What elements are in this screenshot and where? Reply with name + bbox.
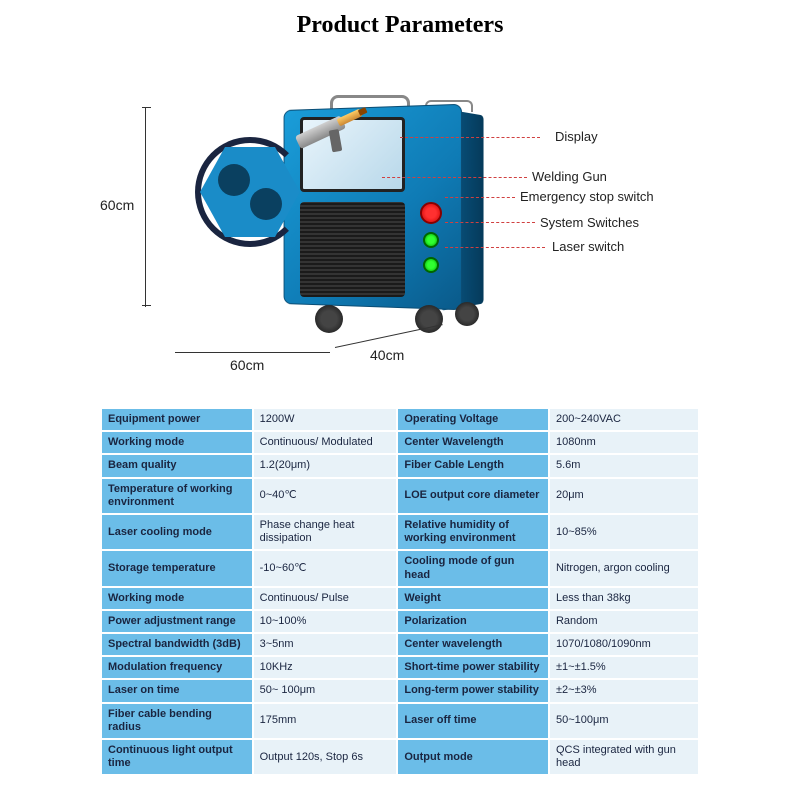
param-label: Temperature of working environment (101, 478, 253, 514)
param-label: Relative humidity of working environment (397, 514, 549, 550)
param-label: Modulation frequency (101, 656, 253, 679)
param-value: 1.2(20μm) (253, 454, 398, 477)
callout-welding-gun: Welding Gun (532, 169, 607, 184)
callout-laser-switch: Laser switch (552, 239, 624, 254)
table-row: Laser on time50~ 100μmLong-term power st… (101, 679, 699, 702)
callout-line (445, 197, 515, 198)
param-label: Operating Voltage (397, 408, 549, 431)
param-label: Center wavelength (397, 633, 549, 656)
param-value: QCS integrated with gun head (549, 739, 699, 775)
param-value: 5.6m (549, 454, 699, 477)
param-label: Long-term power stability (397, 679, 549, 702)
param-label: Laser on time (101, 679, 253, 702)
param-label: Equipment power (101, 408, 253, 431)
param-label: Cooling mode of gun head (397, 550, 549, 586)
table-row: Working modeContinuous/ PulseWeightLess … (101, 587, 699, 610)
product-diagram: 60cm 60cm 40cm Display Welding Gun Emerg… (0, 47, 800, 407)
param-value: Phase change heat dissipation (253, 514, 398, 550)
param-label: Polarization (397, 610, 549, 633)
param-label: Storage temperature (101, 550, 253, 586)
table-row: Storage temperature-10~60℃Cooling mode o… (101, 550, 699, 586)
emergency-stop-button (420, 202, 442, 224)
table-row: Power adjustment range10~100%Polarizatio… (101, 610, 699, 633)
vent-grille (300, 202, 405, 297)
param-label: Weight (397, 587, 549, 610)
param-label: Output mode (397, 739, 549, 775)
param-label: Continuous light output time (101, 739, 253, 775)
param-label: Working mode (101, 587, 253, 610)
param-value: ±1~±1.5% (549, 656, 699, 679)
system-switch-button (423, 232, 439, 248)
wheel (315, 305, 343, 333)
param-value: Random (549, 610, 699, 633)
param-label: Working mode (101, 431, 253, 454)
table-row: Beam quality1.2(20μm)Fiber Cable Length5… (101, 454, 699, 477)
dimension-height-line (145, 107, 146, 307)
table-row: Working modeContinuous/ ModulatedCenter … (101, 431, 699, 454)
table-row: Modulation frequency10KHzShort-time powe… (101, 656, 699, 679)
callout-system-switches: System Switches (540, 215, 639, 230)
dimension-height: 60cm (100, 197, 134, 213)
param-label: Laser cooling mode (101, 514, 253, 550)
dimension-width: 60cm (230, 357, 264, 373)
table-row: Laser cooling modePhase change heat diss… (101, 514, 699, 550)
callout-display: Display (555, 129, 598, 144)
param-value: -10~60℃ (253, 550, 398, 586)
param-value: 10~100% (253, 610, 398, 633)
param-value: 50~100μm (549, 703, 699, 739)
parameters-table: Equipment power1200WOperating Voltage200… (100, 407, 700, 776)
param-value: Nitrogen, argon cooling (549, 550, 699, 586)
param-value: Output 120s, Stop 6s (253, 739, 398, 775)
laser-switch-button (423, 257, 439, 273)
param-label: Fiber Cable Length (397, 454, 549, 477)
table-row: Equipment power1200WOperating Voltage200… (101, 408, 699, 431)
param-label: Laser off time (397, 703, 549, 739)
dimension-depth: 40cm (370, 347, 404, 363)
param-label: Center Wavelength (397, 431, 549, 454)
table-row: Fiber cable bending radius175mmLaser off… (101, 703, 699, 739)
param-value: 10KHz (253, 656, 398, 679)
machine-illustration (180, 87, 490, 347)
param-label: LOE output core diameter (397, 478, 549, 514)
param-label: Short-time power stability (397, 656, 549, 679)
param-value: 175mm (253, 703, 398, 739)
callout-line (382, 177, 527, 178)
callout-line (445, 222, 535, 223)
table-row: Continuous light output timeOutput 120s,… (101, 739, 699, 775)
page-title: Product Parameters (0, 0, 800, 47)
param-value: 1080nm (549, 431, 699, 454)
table-row: Temperature of working environment0~40℃L… (101, 478, 699, 514)
param-value: Less than 38kg (549, 587, 699, 610)
callout-line (400, 137, 540, 138)
param-value: 3~5nm (253, 633, 398, 656)
param-value: 0~40℃ (253, 478, 398, 514)
wheel (455, 302, 479, 326)
param-value: Continuous/ Modulated (253, 431, 398, 454)
callout-line (445, 247, 545, 248)
param-value: ±2~±3% (549, 679, 699, 702)
param-value: 1200W (253, 408, 398, 431)
param-label: Power adjustment range (101, 610, 253, 633)
param-value: 10~85% (549, 514, 699, 550)
table-row: Spectral bandwidth (3dB)3~5nmCenter wave… (101, 633, 699, 656)
param-value: 1070/1080/1090nm (549, 633, 699, 656)
param-value: 50~ 100μm (253, 679, 398, 702)
param-label: Fiber cable bending radius (101, 703, 253, 739)
param-value: 20μm (549, 478, 699, 514)
callout-estop: Emergency stop switch (520, 189, 654, 204)
param-label: Spectral bandwidth (3dB) (101, 633, 253, 656)
param-value: Continuous/ Pulse (253, 587, 398, 610)
dimension-width-line (175, 352, 330, 353)
param-value: 200~240VAC (549, 408, 699, 431)
param-label: Beam quality (101, 454, 253, 477)
